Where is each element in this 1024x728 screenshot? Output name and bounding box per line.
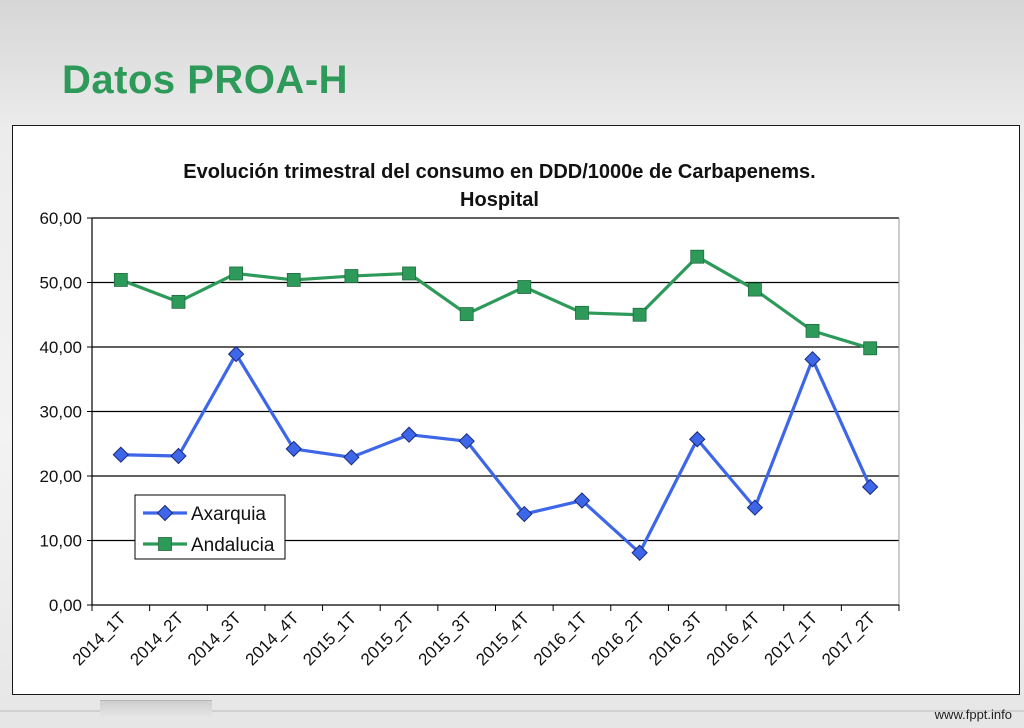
series-line-andalucia [120, 255, 871, 350]
data-point-axarquia [573, 492, 591, 509]
legend-label-andalucia: Andalucia [191, 535, 275, 556]
data-point-andalucia [805, 323, 820, 338]
footer-divider [0, 710, 1024, 712]
data-point-andalucia [863, 341, 878, 356]
legend-marker-axarquia [156, 504, 174, 522]
x-tick-label: 2017_1T [760, 608, 821, 669]
data-point-andalucia [113, 273, 128, 287]
legend-marker-andalucia [158, 537, 172, 551]
data-point-andalucia [344, 269, 359, 283]
footer-credit: www.fppt.info [934, 707, 1012, 722]
data-point-andalucia [690, 249, 705, 264]
x-tick-label: 2015_4T [472, 608, 533, 669]
x-tick-label: 2014_2T [126, 608, 187, 669]
data-point-axarquia [689, 431, 706, 448]
data-point-andalucia [632, 307, 647, 322]
y-tick-label: 10,00 [39, 532, 82, 551]
data-point-axarquia [861, 478, 879, 496]
chart-frame: Evolución trimestral del consumo en DDD/… [12, 125, 1020, 695]
data-point-axarquia [170, 447, 187, 465]
data-point-axarquia [804, 351, 821, 368]
data-point-axarquia [112, 446, 130, 463]
data-point-axarquia [631, 544, 648, 561]
x-tick-label: 2015_1T [299, 608, 360, 669]
series-line-axarquia [120, 352, 872, 555]
y-tick-label: 0,00 [49, 596, 82, 615]
data-point-andalucia [402, 266, 416, 281]
y-tick-label: 40,00 [39, 338, 82, 357]
data-point-andalucia [459, 307, 474, 322]
data-point-andalucia [517, 280, 532, 294]
x-tick-label: 2016_1T [530, 608, 591, 669]
data-point-axarquia [227, 345, 245, 363]
data-point-axarquia [343, 449, 360, 466]
legend-label-axarquia: Axarquia [191, 504, 266, 525]
data-point-axarquia [746, 499, 764, 516]
x-tick-label: 2014_1T [69, 608, 130, 669]
chart-title-line: Hospital [460, 189, 539, 211]
chart-title-line: Evolución trimestral del consumo en DDD/… [183, 161, 815, 183]
x-tick-label: 2014_4T [242, 608, 303, 669]
data-point-axarquia [516, 505, 533, 523]
data-point-andalucia [747, 282, 762, 297]
carbapenems-line-chart: Evolución trimestral del consumo en DDD/… [39, 161, 900, 669]
data-point-andalucia [575, 305, 589, 320]
data-point-andalucia [229, 266, 244, 281]
data-point-andalucia [286, 273, 301, 287]
x-tick-label: 2014_3T [184, 608, 245, 669]
y-tick-label: 60,00 [39, 209, 82, 228]
slide-title: Datos PROA-H [62, 58, 349, 102]
data-point-andalucia [171, 294, 186, 309]
x-tick-label: 2015_3T [415, 608, 476, 669]
y-tick-label: 50,00 [39, 274, 82, 293]
x-tick-label: 2016_3T [645, 608, 706, 669]
x-tick-label: 2015_2T [357, 608, 418, 669]
x-tick-label: 2016_2T [588, 608, 649, 669]
data-point-axarquia [458, 432, 475, 450]
y-tick-label: 20,00 [39, 467, 82, 486]
x-tick-label: 2016_4T [703, 608, 764, 669]
x-tick-label: 2017_2T [818, 608, 879, 669]
data-point-axarquia [285, 440, 302, 458]
y-tick-label: 30,00 [39, 403, 82, 422]
footer-decoration [100, 700, 212, 719]
data-point-axarquia [400, 426, 418, 443]
